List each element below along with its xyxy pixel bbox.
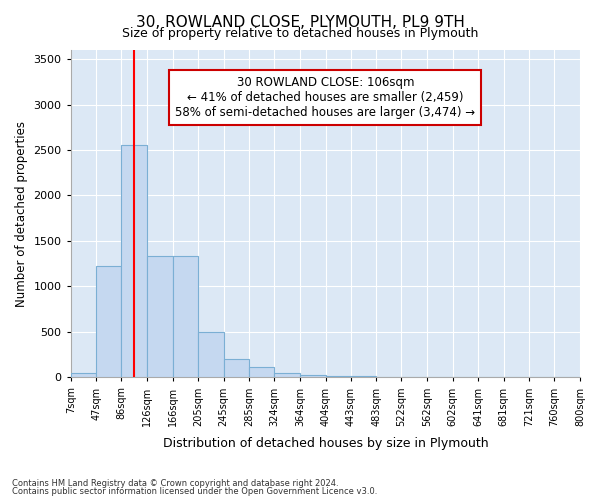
- Bar: [173, 256, 198, 378]
- Bar: [71, 373, 97, 378]
- X-axis label: Distribution of detached houses by size in Plymouth: Distribution of detached houses by size …: [163, 437, 488, 450]
- Bar: [274, 373, 300, 378]
- Y-axis label: Number of detached properties: Number of detached properties: [15, 120, 28, 306]
- Bar: [249, 368, 274, 378]
- Text: Contains public sector information licensed under the Open Government Licence v3: Contains public sector information licen…: [12, 487, 377, 496]
- Bar: [326, 376, 351, 378]
- Bar: [147, 256, 173, 378]
- Text: 30 ROWLAND CLOSE: 106sqm
← 41% of detached houses are smaller (2,459)
58% of sem: 30 ROWLAND CLOSE: 106sqm ← 41% of detach…: [175, 76, 475, 119]
- Text: 30, ROWLAND CLOSE, PLYMOUTH, PL9 9TH: 30, ROWLAND CLOSE, PLYMOUTH, PL9 9TH: [136, 15, 464, 30]
- Text: Size of property relative to detached houses in Plymouth: Size of property relative to detached ho…: [122, 28, 478, 40]
- Bar: [97, 266, 121, 378]
- Bar: [121, 144, 147, 378]
- Bar: [300, 374, 326, 378]
- Bar: [198, 332, 224, 378]
- Bar: [351, 376, 376, 378]
- Text: Contains HM Land Registry data © Crown copyright and database right 2024.: Contains HM Land Registry data © Crown c…: [12, 478, 338, 488]
- Bar: [224, 359, 249, 378]
